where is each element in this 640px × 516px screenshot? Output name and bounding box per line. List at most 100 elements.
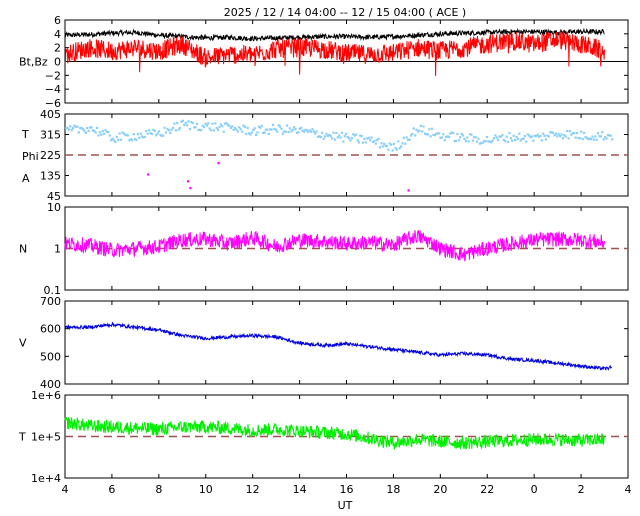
data-point xyxy=(97,134,100,137)
data-point xyxy=(264,128,268,131)
data-point xyxy=(553,134,556,137)
data-point xyxy=(568,130,572,133)
data-point xyxy=(311,128,314,131)
data-point xyxy=(187,120,190,123)
data-point xyxy=(364,141,367,144)
data-point xyxy=(530,135,534,138)
chart-title: 2025 / 12 / 14 04:00 -- 12 / 15 04:00 ( … xyxy=(224,6,466,19)
data-point xyxy=(540,139,543,142)
data-point xyxy=(544,138,548,141)
data-point xyxy=(266,128,269,131)
data-point xyxy=(411,132,414,136)
data-point xyxy=(305,129,308,132)
data-point xyxy=(257,125,261,128)
data-point xyxy=(338,134,341,137)
y-tick-label: 6 xyxy=(54,14,61,27)
data-point xyxy=(101,130,104,133)
data-point xyxy=(301,129,304,132)
data-point xyxy=(484,139,487,143)
data-point xyxy=(77,131,80,134)
data-point xyxy=(557,133,560,136)
data-point xyxy=(152,128,155,132)
data-point xyxy=(525,140,528,143)
data-point xyxy=(167,129,170,132)
data-point xyxy=(577,136,580,140)
data-point xyxy=(443,139,446,142)
data-point xyxy=(197,128,200,131)
data-point xyxy=(353,134,356,137)
x-tick-label: 10 xyxy=(199,483,213,496)
data-point xyxy=(278,125,282,128)
data-point xyxy=(287,130,290,134)
data-point xyxy=(121,131,124,134)
data-point xyxy=(135,138,138,141)
y-tick-label: 10 xyxy=(47,201,61,214)
data-point xyxy=(202,126,206,129)
data-point xyxy=(425,133,428,136)
data-point xyxy=(66,126,69,130)
data-point xyxy=(339,136,342,139)
panel-temperature: 1e+6 1e+5 1e+4 T xyxy=(18,389,629,485)
data-point xyxy=(380,142,383,145)
data-point xyxy=(423,132,427,135)
data-point xyxy=(107,130,110,134)
data-point xyxy=(309,130,313,133)
data-point xyxy=(511,139,514,142)
data-point xyxy=(388,142,391,145)
x-tick-label: 20 xyxy=(433,483,447,496)
data-point xyxy=(606,133,610,137)
data-point xyxy=(609,134,612,137)
data-point xyxy=(419,124,422,127)
data-point xyxy=(294,128,297,131)
y-tick-label: 0 xyxy=(54,56,61,69)
data-point xyxy=(222,130,225,133)
data-point xyxy=(570,133,573,136)
series-bz-line xyxy=(64,30,605,77)
data-point xyxy=(212,129,215,132)
data-point xyxy=(374,142,377,145)
data-point xyxy=(316,135,320,138)
data-point xyxy=(115,135,118,138)
x-axis-label: UT xyxy=(338,499,353,512)
data-point xyxy=(535,135,538,138)
data-point xyxy=(141,135,144,138)
data-point xyxy=(487,140,490,143)
data-point xyxy=(243,125,246,129)
data-point xyxy=(470,133,473,136)
data-point xyxy=(376,139,379,142)
data-point xyxy=(271,123,275,127)
x-tick-label: 4 xyxy=(625,483,632,496)
data-point xyxy=(122,132,125,135)
data-point xyxy=(494,134,497,137)
data-point xyxy=(463,137,466,140)
data-point xyxy=(468,133,472,136)
data-point xyxy=(512,134,515,137)
data-point xyxy=(578,137,581,140)
x-tick-label: 6 xyxy=(108,483,115,496)
y-tick-label: 700 xyxy=(40,295,61,308)
x-tick-label: 0 xyxy=(531,483,538,496)
data-point xyxy=(76,125,79,128)
data-point xyxy=(592,138,596,141)
data-point xyxy=(300,126,303,129)
data-point xyxy=(529,135,532,139)
data-point xyxy=(546,134,549,137)
data-point xyxy=(249,133,252,136)
y-tick-label: 0.1 xyxy=(44,284,62,297)
data-point xyxy=(342,140,345,143)
data-point xyxy=(345,132,348,136)
data-point xyxy=(518,132,521,135)
data-point xyxy=(204,122,207,125)
y-tick-label: 400 xyxy=(40,378,61,391)
data-point xyxy=(269,128,272,131)
data-point xyxy=(169,131,172,135)
data-point xyxy=(157,130,161,133)
data-point xyxy=(492,137,496,140)
data-point xyxy=(454,139,458,143)
data-point xyxy=(226,123,230,126)
data-point xyxy=(567,137,570,140)
x-tick-label: 18 xyxy=(386,483,400,496)
data-point xyxy=(571,132,574,135)
data-point xyxy=(485,135,489,139)
data-point xyxy=(328,133,331,137)
